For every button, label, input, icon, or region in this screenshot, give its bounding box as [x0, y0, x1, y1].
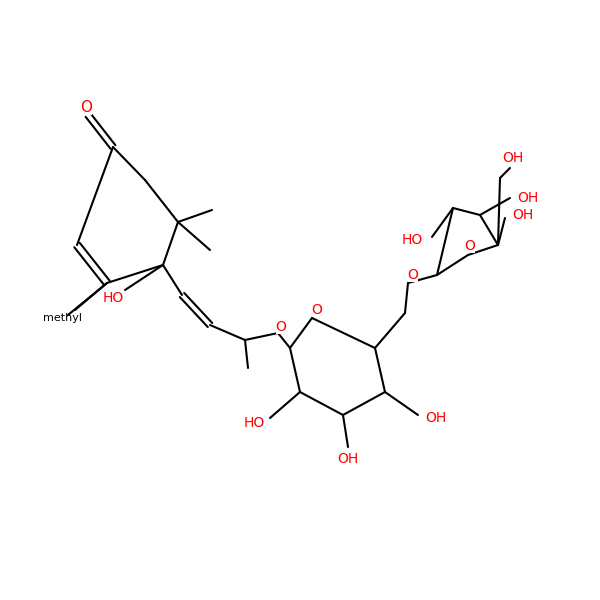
Text: O: O: [311, 303, 322, 317]
Text: O: O: [407, 268, 418, 282]
Text: O: O: [275, 320, 286, 334]
Text: OH: OH: [512, 208, 533, 222]
Text: OH: OH: [502, 151, 524, 165]
Text: OH: OH: [337, 452, 359, 466]
Text: O: O: [464, 239, 475, 253]
Text: HO: HO: [401, 233, 422, 247]
Text: HO: HO: [103, 291, 124, 305]
Text: methyl: methyl: [44, 313, 83, 323]
Text: OH: OH: [517, 191, 539, 205]
Text: HO: HO: [244, 416, 265, 430]
Text: OH: OH: [425, 411, 446, 425]
Text: O: O: [80, 100, 92, 115]
